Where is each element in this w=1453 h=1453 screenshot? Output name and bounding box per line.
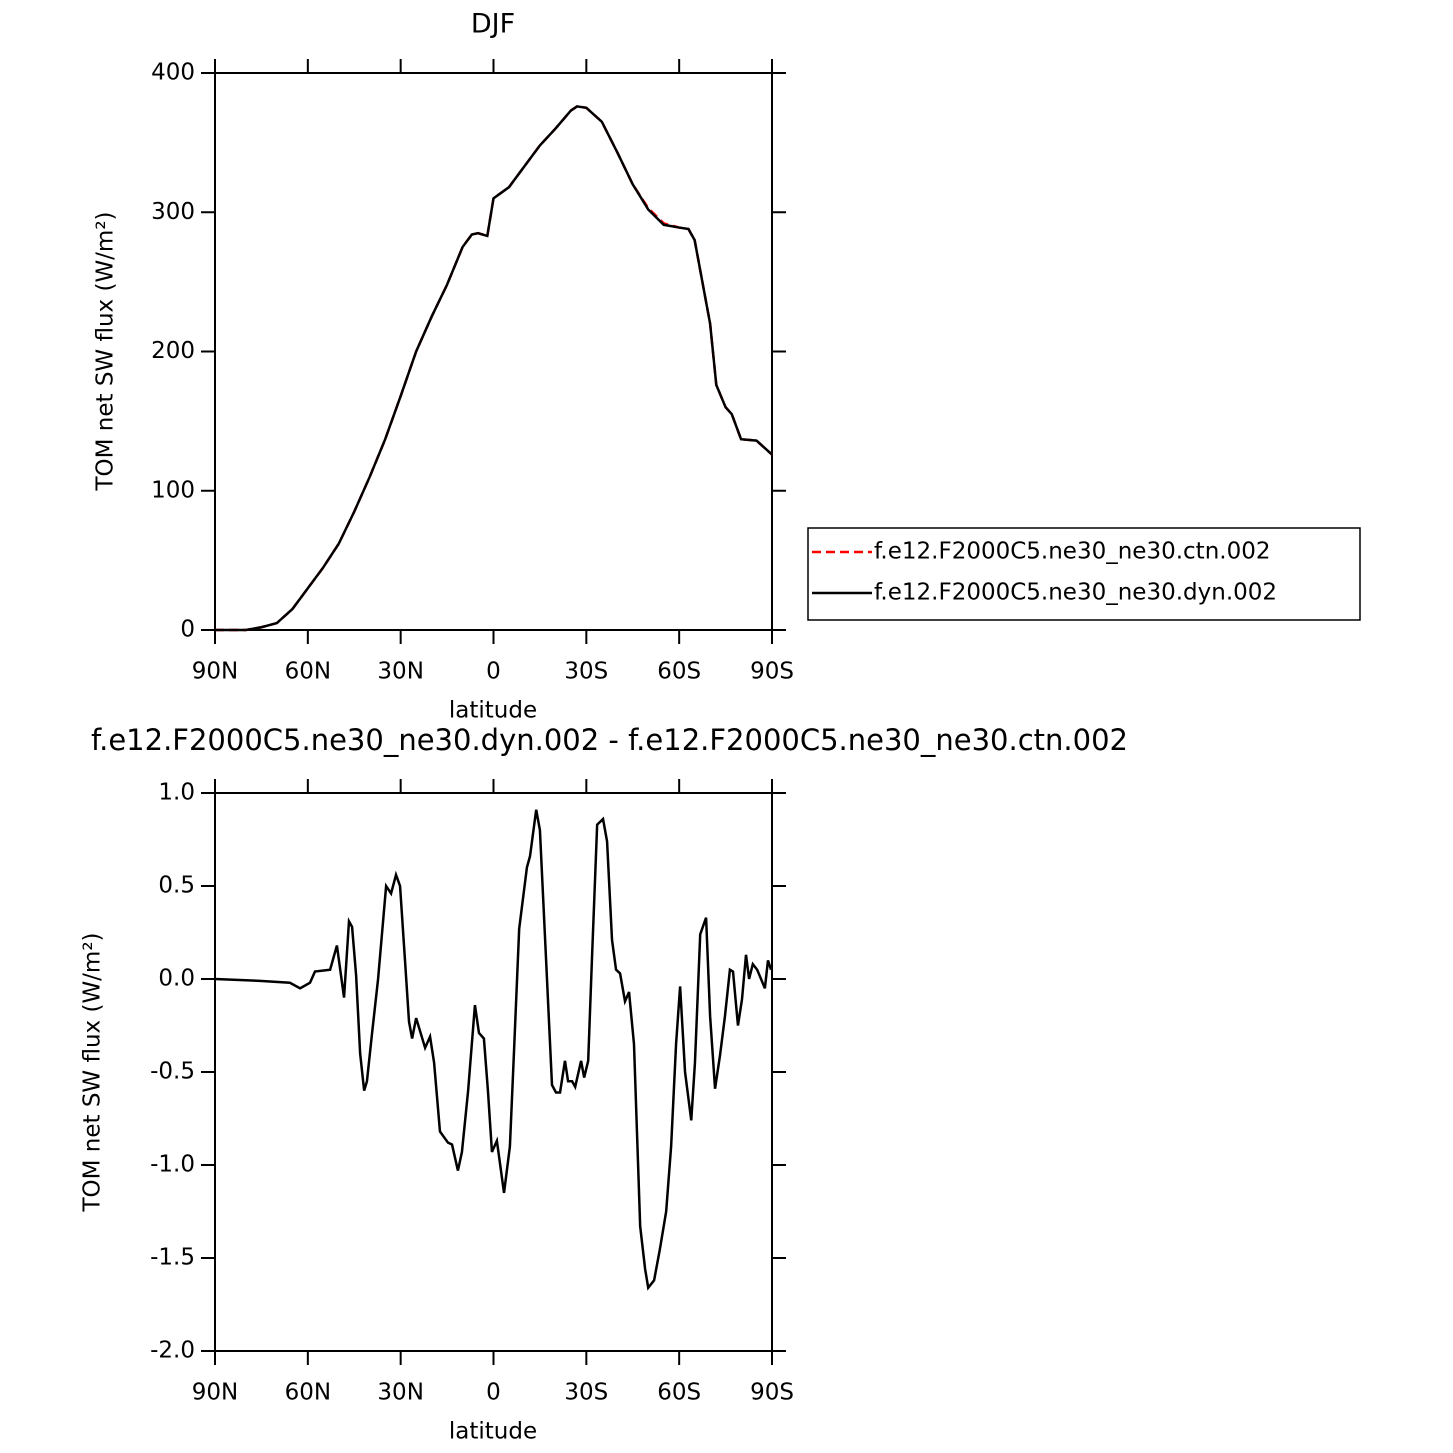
x-tick-label: 30S <box>564 1380 608 1406</box>
y-tick-label: 0.0 <box>158 966 195 992</box>
y-tick-label: -1.5 <box>150 1245 195 1271</box>
x-tick-label: 90S <box>750 659 794 685</box>
data-line <box>215 105 773 632</box>
legend-label: f.e12.F2000C5.ne30_ne30.dyn.002 <box>874 580 1277 606</box>
y-tick-label: 0 <box>180 617 195 643</box>
x-tick-label: 60S <box>657 1380 701 1406</box>
y-axis-label: TOM net SW flux (W/m²) <box>80 932 106 1212</box>
x-tick-label: 30N <box>377 659 423 685</box>
x-tick-label: 90N <box>192 1380 238 1406</box>
data-line <box>214 809 773 1291</box>
x-tick-label: 30N <box>377 1380 423 1406</box>
chart-title: DJF <box>471 9 515 40</box>
y-tick-label: 200 <box>151 338 195 364</box>
y-tick-label: 300 <box>151 199 195 225</box>
plot-frame <box>214 72 773 631</box>
x-tick-label: 60S <box>657 659 701 685</box>
y-tick-label: 400 <box>151 60 195 86</box>
data-line <box>215 105 773 632</box>
plot-frame <box>214 792 773 1352</box>
chart-title: f.e12.F2000C5.ne30_ne30.dyn.002 - f.e12.… <box>91 723 1128 757</box>
y-tick-label: -1.0 <box>150 1152 195 1178</box>
x-tick-label: 90N <box>192 659 238 685</box>
x-tick-label: 90S <box>750 1380 794 1406</box>
y-tick-label: -2.0 <box>150 1338 195 1364</box>
x-tick-label: 0 <box>486 1380 501 1406</box>
legend-box <box>807 527 1361 621</box>
legend-label: f.e12.F2000C5.ne30_ne30.ctn.002 <box>874 539 1270 565</box>
x-tick-label: 60N <box>285 659 331 685</box>
x-tick-label: 0 <box>486 659 501 685</box>
x-axis-label: latitude <box>449 698 537 724</box>
x-axis-label: latitude <box>449 1419 537 1445</box>
y-axis-label: TOM net SW flux (W/m²) <box>93 211 119 491</box>
x-tick-label: 30S <box>564 659 608 685</box>
y-tick-label: -0.5 <box>150 1059 195 1085</box>
y-tick-label: 0.5 <box>158 873 195 899</box>
y-tick-label: 1.0 <box>158 780 195 806</box>
x-tick-label: 60N <box>285 1380 331 1406</box>
y-tick-label: 100 <box>151 477 195 503</box>
